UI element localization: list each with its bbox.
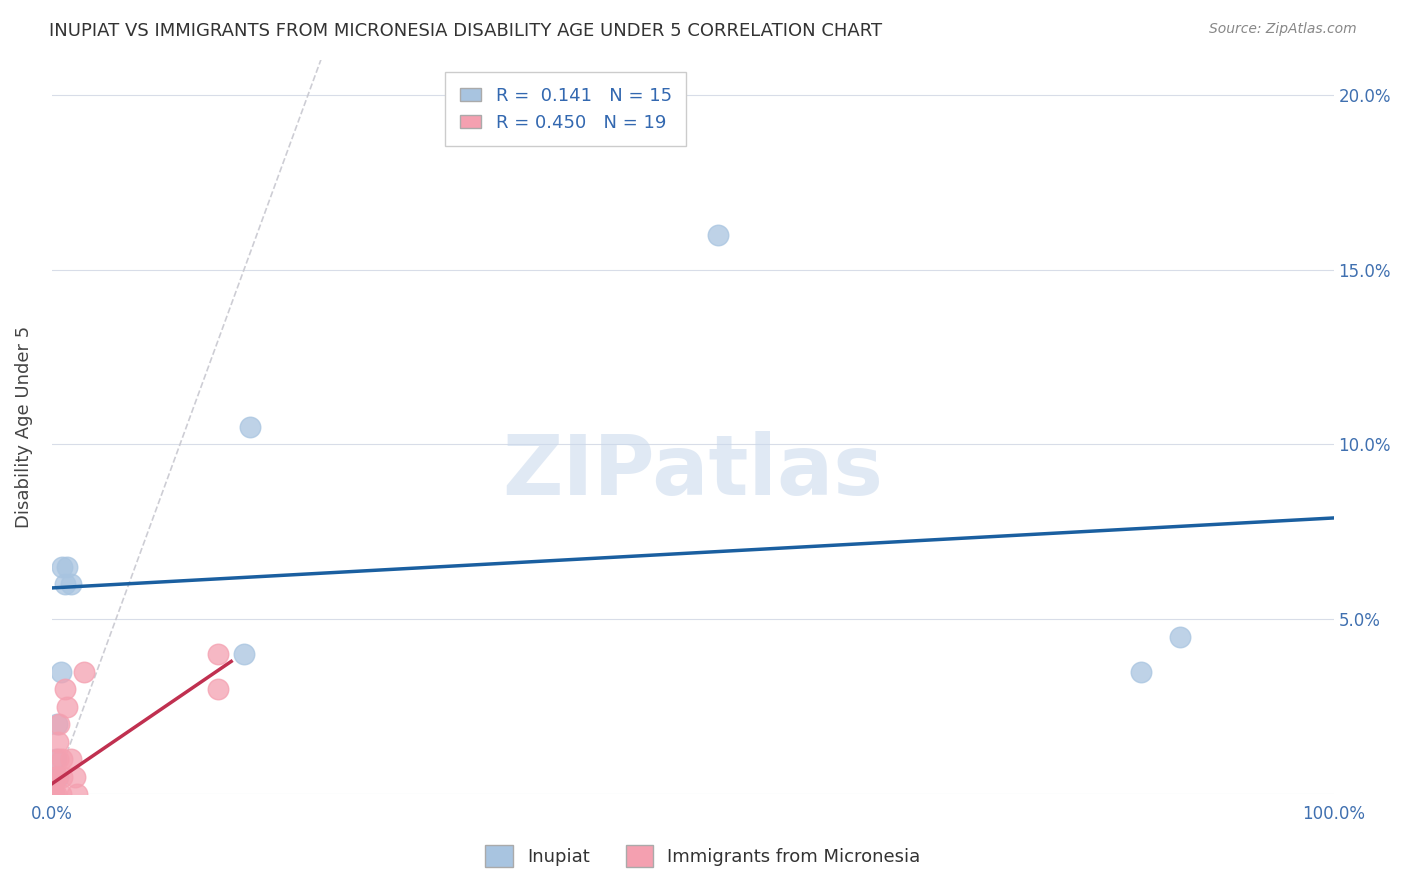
Point	[51, 752, 73, 766]
Point	[66, 788, 89, 802]
Point	[59, 752, 82, 766]
Legend: Inupiat, Immigrants from Micronesia: Inupiat, Immigrants from Micronesia	[478, 838, 928, 874]
Point	[53, 577, 76, 591]
Point	[73, 665, 96, 679]
Point	[45, 770, 67, 784]
Point	[56, 699, 79, 714]
Point	[56, 560, 79, 574]
Point	[233, 648, 256, 662]
Point	[207, 682, 229, 697]
Point	[207, 648, 229, 662]
Text: INUPIAT VS IMMIGRANTS FROM MICRONESIA DISABILITY AGE UNDER 5 CORRELATION CHART: INUPIAT VS IMMIGRANTS FROM MICRONESIA DI…	[49, 22, 883, 40]
Point	[63, 770, 86, 784]
Point	[46, 752, 69, 766]
Y-axis label: Disability Age Under 5: Disability Age Under 5	[15, 326, 32, 528]
Point	[239, 420, 262, 434]
Point	[42, 788, 65, 802]
Point	[48, 717, 70, 731]
Text: ZIPatlas: ZIPatlas	[502, 431, 883, 512]
Point	[45, 752, 67, 766]
Point	[44, 788, 66, 802]
Point	[707, 227, 730, 242]
Point	[49, 788, 72, 802]
Point	[51, 560, 73, 574]
Point	[49, 665, 72, 679]
Point	[59, 577, 82, 591]
Point	[46, 770, 69, 784]
Legend: R =  0.141   N = 15, R = 0.450   N = 19: R = 0.141 N = 15, R = 0.450 N = 19	[446, 72, 686, 146]
Point	[1168, 630, 1191, 644]
Point	[44, 770, 66, 784]
Point	[53, 682, 76, 697]
Point	[46, 735, 69, 749]
Point	[1130, 665, 1153, 679]
Point	[44, 788, 66, 802]
Point	[45, 770, 67, 784]
Text: Source: ZipAtlas.com: Source: ZipAtlas.com	[1209, 22, 1357, 37]
Point	[45, 788, 67, 802]
Point	[51, 770, 73, 784]
Point	[45, 717, 67, 731]
